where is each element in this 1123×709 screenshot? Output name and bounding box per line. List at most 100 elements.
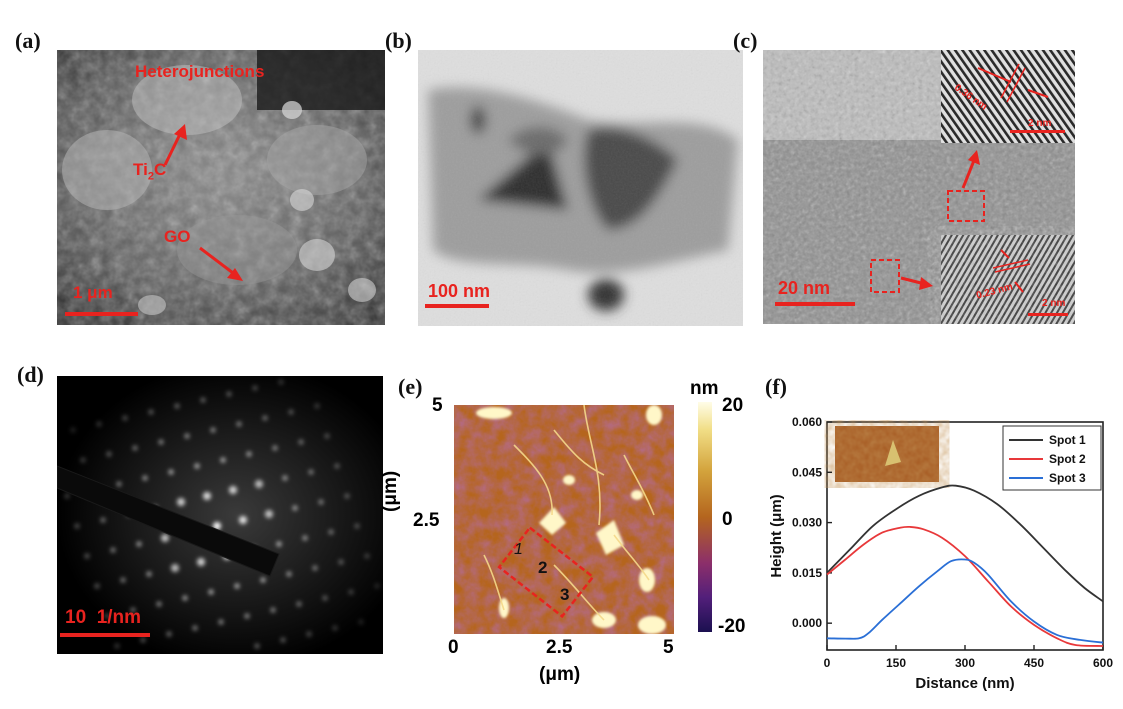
panel-c-label: (c) — [733, 28, 758, 53]
diffraction-spot — [354, 523, 360, 529]
colorbar-tick-top: 20 — [722, 395, 744, 416]
panel-d-scale-bar — [60, 633, 150, 637]
x-tick-label: 600 — [1093, 656, 1113, 670]
diffraction-spot — [260, 577, 266, 583]
panel-c-scale-label: 20 nm — [778, 278, 831, 298]
afm-xtick-5: 5 — [663, 637, 674, 658]
diffraction-spot — [168, 469, 174, 475]
diffraction-spot — [130, 607, 136, 613]
heterojunctions-annotation: Heterojunctions — [135, 62, 265, 81]
diffraction-spot — [132, 445, 138, 451]
diffraction-spot — [120, 577, 126, 583]
series-line-1 — [826, 484, 1104, 603]
diffraction-spot — [194, 463, 200, 469]
diffraction-spot — [255, 480, 263, 488]
diffraction-spot — [296, 601, 302, 607]
diffraction-spot — [203, 492, 211, 500]
diffraction-spot — [122, 415, 128, 421]
diffraction-spot — [158, 439, 164, 445]
y-tick-label: 0.000 — [792, 616, 822, 630]
panel-c-hrtem-image — [763, 50, 1075, 324]
panel-d-label: (d) — [17, 362, 44, 387]
diffraction-spot — [197, 558, 205, 566]
diffraction-spot — [262, 415, 268, 421]
diffraction-spot — [314, 403, 320, 409]
diffraction-spot — [146, 571, 152, 577]
diffraction-spot — [276, 541, 282, 547]
height-profile-chart: 0.000 0.015 0.030 0.045 0.060 0 150 300 450 600 Di… — [768, 415, 1113, 692]
diffraction-spot — [104, 613, 110, 619]
panel-a-label: (a) — [15, 28, 41, 53]
diffraction-spot — [254, 643, 260, 649]
diffraction-spot — [308, 469, 314, 475]
diffraction-spot — [344, 493, 350, 499]
diffraction-spot — [298, 439, 304, 445]
diffraction-spot — [142, 475, 148, 481]
diffraction-spot — [70, 427, 76, 433]
diffraction-spot — [161, 534, 169, 542]
afm-xtick-0: 0 — [448, 637, 459, 658]
colorbar-tick-mid: 0 — [722, 509, 733, 530]
afm-ytick-mid: 2.5 — [413, 510, 440, 531]
diffraction-spot — [166, 631, 172, 637]
chart-inset-peak — [885, 440, 901, 466]
x-axis-label: Distance (nm) — [915, 675, 1014, 692]
diffraction-spot — [213, 522, 221, 530]
diffraction-spot — [306, 631, 312, 637]
legend-label-3: Spot 3 — [1049, 471, 1086, 485]
legend-label-1: Spot 1 — [1049, 433, 1086, 447]
diffraction-spot — [244, 613, 250, 619]
diffraction-spot — [246, 451, 252, 457]
panel-a-scale-bar — [65, 312, 138, 316]
panel-c-inset-top-scale: 2 nm — [1028, 118, 1052, 129]
diffraction-spot — [94, 583, 100, 589]
panel-b-scale-label: 100 nm — [428, 281, 491, 301]
ti2c-annotation: Ti2C — [133, 160, 167, 183]
diffraction-spot — [100, 517, 106, 523]
panel-d-scale-label: 10 1/nm — [65, 607, 142, 628]
diffraction-spot — [96, 421, 102, 427]
afm-ytick-top: 5 — [432, 395, 443, 416]
diffraction-spot — [140, 637, 146, 643]
diffraction-spot — [226, 391, 232, 397]
panel-b-scale-bar — [425, 304, 489, 308]
diffraction-spot — [210, 427, 216, 433]
diffraction-spot — [324, 433, 330, 439]
diffraction-spot — [156, 601, 162, 607]
diffraction-spot — [177, 498, 185, 506]
diffraction-spot — [292, 505, 298, 511]
y-tick-label: 0.030 — [792, 516, 822, 530]
diffraction-spot — [236, 421, 242, 427]
series-line-2 — [826, 525, 1104, 647]
diffraction-spot — [322, 595, 328, 601]
panel-a-scale-label: 1 μm — [73, 283, 113, 302]
diffraction-spot — [80, 457, 86, 463]
diffraction-spot — [358, 619, 364, 625]
diffraction-spot — [348, 589, 354, 595]
diffraction-spot — [312, 565, 318, 571]
panel-e-label: (e) — [398, 374, 423, 399]
panel-b-label: (b) — [385, 28, 412, 53]
panel-f-label: (f) — [765, 374, 787, 399]
diffraction-spot — [114, 643, 120, 649]
diffraction-spot — [64, 493, 70, 499]
diffraction-spot — [328, 529, 334, 535]
diffraction-spot — [364, 553, 370, 559]
diffraction-spot — [280, 637, 286, 643]
diffraction-spot — [234, 583, 240, 589]
diffraction-spot — [288, 409, 294, 415]
diffraction-spot — [116, 481, 122, 487]
diffraction-spot — [192, 625, 198, 631]
diffraction-spot — [272, 445, 278, 451]
afm-spot-3-label: 3 — [560, 585, 570, 604]
colorbar-tick-bottom: -20 — [718, 616, 746, 637]
afm-xtick-mid: 2.5 — [546, 637, 573, 658]
y-axis-label: Height (μm) — [768, 494, 785, 577]
diffraction-spot — [136, 541, 142, 547]
diffraction-spot — [220, 457, 226, 463]
go-annotation: GO — [164, 227, 191, 246]
diffraction-spot — [332, 625, 338, 631]
diffraction-spot — [374, 583, 380, 589]
afm-colorbar — [698, 402, 712, 632]
sem-texture — [57, 50, 385, 325]
